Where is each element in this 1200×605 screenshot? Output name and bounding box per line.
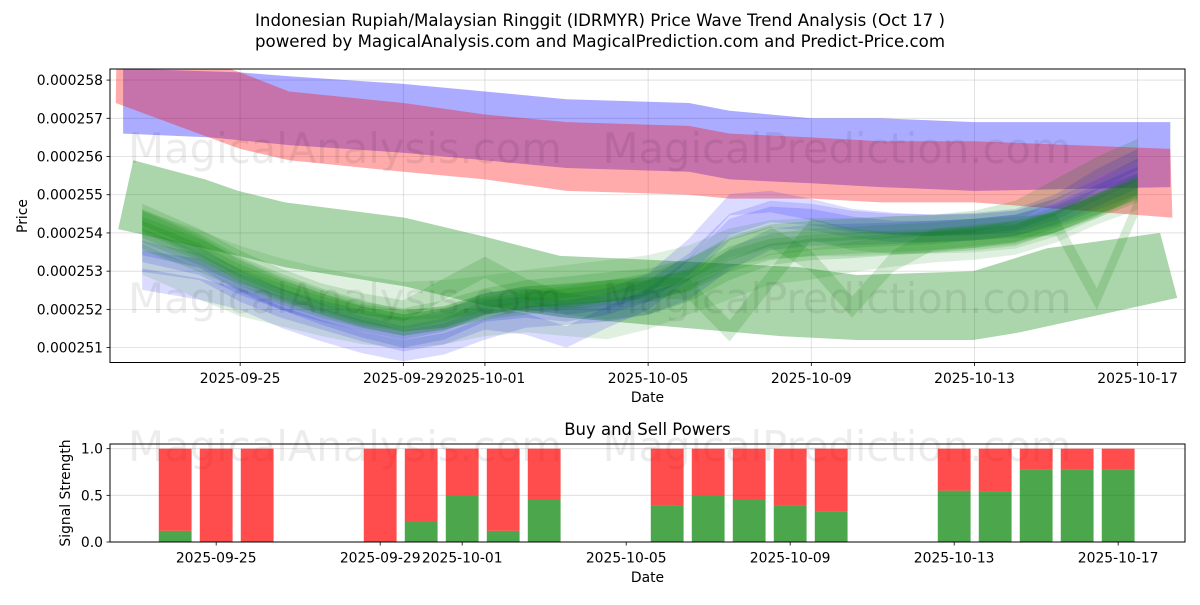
buy-bar xyxy=(158,530,192,542)
sell-bar xyxy=(404,448,438,522)
price-wave-chart: MagicalAnalysis.com MagicalPrediction.co… xyxy=(15,68,1186,406)
x-tick-label: 2025-10-09 xyxy=(771,371,852,387)
bottom-y-axis-label: Signal Strength xyxy=(58,439,74,546)
y-tick-label: 0.0 xyxy=(81,535,103,551)
y-tick-label: 0.000251 xyxy=(37,341,103,357)
trend-bands xyxy=(115,69,1178,340)
sell-bar xyxy=(814,448,848,512)
watermark-prediction: MagicalPrediction.com xyxy=(603,274,1072,323)
buy-bar xyxy=(445,495,479,542)
buy-bar xyxy=(650,505,684,542)
wave-11-band xyxy=(142,179,1138,348)
top-axis-ticks: 2025-09-25 2025-09-29 2025-10-01 2025-10-05… xyxy=(37,73,1178,387)
top-y-axis-label: Price xyxy=(15,199,31,233)
sell-bar xyxy=(240,448,274,542)
buy-bar xyxy=(1060,469,1094,542)
sell-bar xyxy=(486,448,520,531)
x-tick-label: 2025-10-01 xyxy=(422,551,503,567)
top-axes-frame xyxy=(109,68,1186,363)
y-tick-label: 0.000253 xyxy=(37,264,103,280)
bottom-axes-frame xyxy=(109,443,1186,543)
top-x-axis-label: Date xyxy=(631,390,664,406)
buy-bar xyxy=(814,511,848,542)
x-tick-label: 2025-10-05 xyxy=(586,551,667,567)
y-tick-label: 0.000254 xyxy=(37,226,103,242)
sell-bar xyxy=(978,448,1012,492)
buy-bar xyxy=(691,495,725,542)
sell-bar xyxy=(363,448,397,542)
buy-bar xyxy=(527,500,561,542)
buy-sell-powers-chart: MagicalAnalysis.com MagicalPrediction.co… xyxy=(58,420,1186,586)
buy-bar xyxy=(404,521,438,542)
x-tick-label: 2025-09-25 xyxy=(176,551,257,567)
watermark-prediction: MagicalPrediction.com xyxy=(603,124,1072,173)
bottom-axis-ticks: 2025-09-25 2025-09-29 2025-10-01 2025-10-05… xyxy=(81,442,1159,567)
green-trend-band xyxy=(118,160,1178,340)
y-tick-label: 0.000258 xyxy=(37,73,103,89)
watermark-analysis: MagicalAnalysis.com xyxy=(128,274,562,323)
sell-bar xyxy=(650,448,684,506)
y-tick-label: 0.000252 xyxy=(37,302,103,318)
sell-bar xyxy=(1101,448,1135,470)
wave-3-band xyxy=(142,173,1138,322)
x-tick-label: 2025-09-29 xyxy=(363,371,444,387)
wave-bands xyxy=(142,138,1138,362)
x-tick-label: 2025-10-13 xyxy=(914,551,995,567)
bottom-chart-title: Buy and Sell Powers xyxy=(564,420,731,439)
top-plot-area xyxy=(110,69,1185,363)
buy-bar xyxy=(486,530,520,542)
blue-trend-band xyxy=(123,69,1171,191)
sell-bar xyxy=(199,448,233,542)
wave-7-band xyxy=(142,158,1138,321)
sell-bar xyxy=(732,448,766,500)
sell-bar xyxy=(773,448,807,506)
y-tick-label: 0.000255 xyxy=(37,188,103,204)
y-tick-label: 0.000257 xyxy=(37,111,103,127)
y-tick-label: 1.0 xyxy=(81,442,103,458)
buy-bar xyxy=(1019,469,1053,542)
sell-bar xyxy=(158,448,192,531)
x-tick-label: 2025-10-17 xyxy=(1078,551,1159,567)
watermark-analysis: MagicalAnalysis.com xyxy=(128,124,562,173)
x-tick-label: 2025-10-09 xyxy=(750,551,831,567)
sell-bar xyxy=(445,448,479,496)
sell-bar xyxy=(1060,448,1094,470)
buy-bar xyxy=(773,505,807,542)
x-tick-label: 2025-10-01 xyxy=(445,371,526,387)
y-tick-label: 0.000256 xyxy=(37,150,103,166)
x-tick-label: 2025-10-05 xyxy=(608,371,689,387)
top-grid xyxy=(110,69,1185,363)
x-tick-label: 2025-09-25 xyxy=(200,371,281,387)
sell-bar xyxy=(937,448,971,491)
y-tick-label: 0.5 xyxy=(81,488,103,504)
wave-6-band xyxy=(142,194,1138,336)
x-tick-label: 2025-09-29 xyxy=(340,551,421,567)
red-trend-band xyxy=(115,69,1173,218)
buy-bar xyxy=(978,491,1012,542)
buy-bar xyxy=(1101,469,1135,542)
buy-bar xyxy=(937,490,971,542)
x-tick-label: 2025-10-13 xyxy=(934,371,1015,387)
top-watermarks: MagicalAnalysis.com MagicalPrediction.co… xyxy=(128,124,1071,323)
figure-title-line2: powered by MagicalAnalysis.com and Magic… xyxy=(255,32,945,51)
x-tick-label: 2025-10-17 xyxy=(1097,371,1178,387)
signal-bars xyxy=(158,448,1135,542)
sell-bar xyxy=(527,448,561,500)
sell-bar xyxy=(691,448,725,496)
buy-bar xyxy=(732,500,766,542)
bottom-x-axis-label: Date xyxy=(631,570,664,586)
figure-title-line1: Indonesian Rupiah/Malaysian Ringgit (IDR… xyxy=(255,11,945,30)
sell-bar xyxy=(1019,448,1053,470)
